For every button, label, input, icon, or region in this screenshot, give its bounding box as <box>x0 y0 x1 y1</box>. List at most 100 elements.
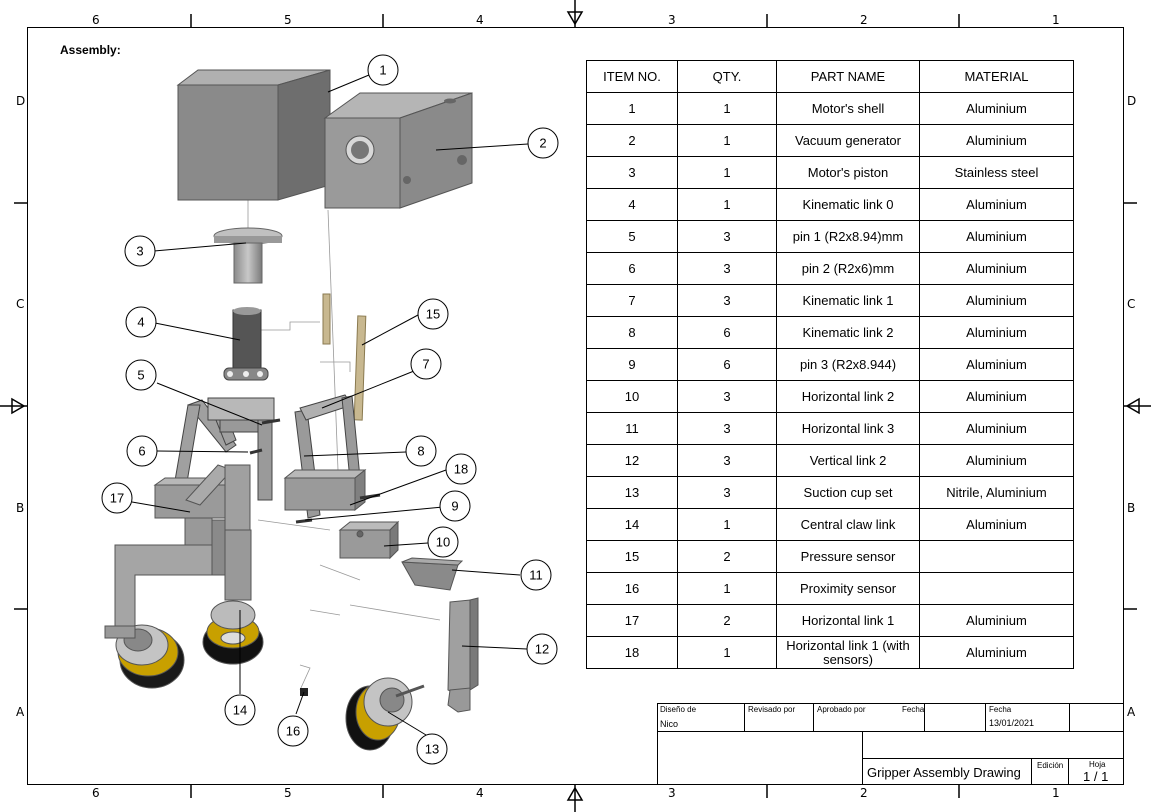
bom-item-no: 4 <box>586 188 678 221</box>
bom-material: Aluminium <box>919 604 1074 637</box>
bom-part-name: Suction cup set <box>776 476 920 509</box>
part-horizontal-link-2-3 <box>295 518 464 591</box>
bom-material: Aluminium <box>919 348 1074 381</box>
svg-text:1: 1 <box>379 63 386 78</box>
bom-material: Aluminium <box>919 412 1074 445</box>
tb-sheet-label: Hoja <box>1089 760 1106 769</box>
bom-qty: 3 <box>677 252 777 285</box>
svg-text:10: 10 <box>436 535 450 550</box>
bom-material: Aluminium <box>919 252 1074 285</box>
zone-col-2-top: 2 <box>860 13 868 27</box>
bom-part-name: pin 1 (R2x8.94)mm <box>776 220 920 253</box>
svg-text:12: 12 <box>535 642 549 657</box>
bom-item-no: 8 <box>586 316 678 349</box>
callout-14: 14 <box>224 694 256 726</box>
bom-part-name: Proximity sensor <box>776 572 920 605</box>
svg-text:9: 9 <box>451 499 458 514</box>
bom-material: Nitrile, Aluminium <box>919 476 1074 509</box>
bom-part-name: Vertical link 2 <box>776 444 920 477</box>
bom-material <box>919 572 1074 605</box>
callout-7: 7 <box>410 348 442 380</box>
bom-qty: 3 <box>677 284 777 317</box>
callout-18: 18 <box>445 453 477 485</box>
tb-edition-label: Edición <box>1037 761 1064 770</box>
bom-material: Aluminium <box>919 380 1074 413</box>
tb-title-cell: Gripper Assembly Drawing <box>862 758 1032 785</box>
table-row: 6 3 pin 2 (R2x6)mm Aluminium <box>586 252 1074 285</box>
bom-item-no: 2 <box>586 124 678 157</box>
tb-approved-cell: Aprobado por Fecha <box>813 703 925 732</box>
bom-part-name: Vacuum generator <box>776 124 920 157</box>
bom-part-name: Horizontal link 2 <box>776 380 920 413</box>
zone-col-6-top: 6 <box>92 13 100 27</box>
bom-qty: 1 <box>677 508 777 541</box>
bom-qty: 2 <box>677 540 777 573</box>
callout-2: 2 <box>527 127 559 159</box>
table-row: 11 3 Horizontal link 3 Aluminium <box>586 412 1074 445</box>
bom-item-no: 3 <box>586 156 678 189</box>
bom-material: Aluminium <box>919 284 1074 317</box>
zone-col-1-top: 1 <box>1052 13 1060 27</box>
tb-designed-cell: Diseño de Nico <box>657 703 745 732</box>
table-row: 16 1 Proximity sensor <box>586 572 1074 605</box>
tb-drawing-title: Gripper Assembly Drawing <box>867 765 1021 780</box>
callout-13: 13 <box>416 733 448 765</box>
bom-item-no: 1 <box>586 92 678 125</box>
bom-part-name: Kinematic link 1 <box>776 284 920 317</box>
assembly-label: Assembly: <box>60 43 121 57</box>
svg-text:7: 7 <box>422 357 429 372</box>
svg-text:16: 16 <box>286 724 300 739</box>
tb-reviewed-label: Revisado por <box>748 705 796 714</box>
bom-qty: 3 <box>677 412 777 445</box>
bom-header-qty: QTY. <box>677 60 777 93</box>
bom-part-name: Pressure sensor <box>776 540 920 573</box>
bom-part-name: Horizontal link 3 <box>776 412 920 445</box>
tb-designed-value: Nico <box>660 719 679 729</box>
bom-qty: 2 <box>677 604 777 637</box>
callout-8: 8 <box>405 435 437 467</box>
zone-row-c-right: C <box>1127 297 1136 311</box>
part-left-claw <box>104 517 226 689</box>
zone-row-b-left: B <box>16 501 25 515</box>
bom-qty: 3 <box>677 444 777 477</box>
zone-col-2-bottom: 2 <box>860 786 868 800</box>
bom-qty: 6 <box>677 316 777 349</box>
tb-left-lower <box>657 731 863 785</box>
zone-row-d-left: D <box>16 94 26 108</box>
table-row: 13 3 Suction cup set Nitrile, Aluminium <box>586 476 1074 509</box>
leader-lines <box>131 74 529 739</box>
bom-header-material: MATERIAL <box>919 60 1074 93</box>
part-central-claw-link <box>202 464 264 665</box>
bom-item-no: 18 <box>586 636 678 669</box>
svg-text:6: 6 <box>138 444 145 459</box>
bom-part-name: Horizontal link 1 <box>776 604 920 637</box>
bom-material: Aluminium <box>919 316 1074 349</box>
zone-col-4-top: 4 <box>476 13 484 27</box>
tb-date-label-2: Fecha <box>989 705 1012 714</box>
part-vertical-link-2 <box>447 597 479 713</box>
bom-item-no: 15 <box>586 540 678 573</box>
bom-material: Stainless steel <box>919 156 1074 189</box>
bom-material: Aluminium <box>919 188 1074 221</box>
callout-11: 11 <box>520 559 552 591</box>
tb-date-label-1: Fecha <box>902 705 925 714</box>
table-row: 1 1 Motor's shell Aluminium <box>586 92 1074 125</box>
tb-upper-right <box>862 731 1124 759</box>
bom-item-no: 12 <box>586 444 678 477</box>
bom-part-name: Horizontal link 1 (with sensors) <box>776 636 920 669</box>
zone-row-a-right: A <box>1127 705 1136 719</box>
zone-col-4-bottom: 4 <box>476 786 484 800</box>
svg-text:13: 13 <box>425 742 439 757</box>
bom-header-row: ITEM NO. QTY. PART NAME MATERIAL <box>586 60 1074 93</box>
tb-blank-cell <box>924 703 986 732</box>
bom-item-no: 10 <box>586 380 678 413</box>
table-row: 2 1 Vacuum generator Aluminium <box>586 124 1074 157</box>
bom-qty: 1 <box>677 124 777 157</box>
table-row: 18 1 Horizontal link 1 (with sensors) Alumi… <box>586 636 1074 669</box>
callout-12: 12 <box>526 633 558 665</box>
svg-text:17: 17 <box>110 491 124 506</box>
svg-text:14: 14 <box>233 703 247 718</box>
bom-part-name: Motor's piston <box>776 156 920 189</box>
bom-item-no: 6 <box>586 252 678 285</box>
bom-material <box>919 540 1074 573</box>
